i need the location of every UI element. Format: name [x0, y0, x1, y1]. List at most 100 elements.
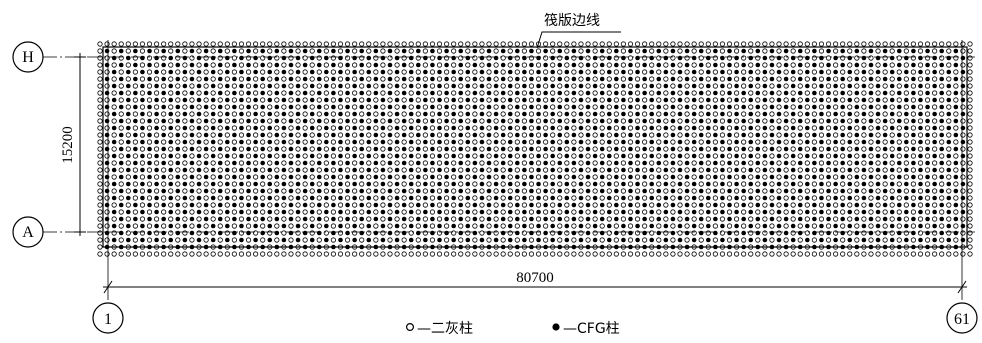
cfg-pile: [705, 223, 711, 229]
lime-pile: [139, 188, 146, 194]
lime-pile: [825, 69, 832, 75]
cfg-pile: [408, 69, 414, 75]
cfg-pile: [925, 48, 930, 54]
lime-pile: [210, 118, 216, 124]
lime-pile: [748, 90, 754, 96]
lime-pile: [344, 69, 351, 75]
lime-pile: [436, 118, 443, 124]
cfg-pile: [430, 160, 435, 166]
lime-pile: [783, 55, 789, 61]
lime-pile: [564, 146, 570, 152]
lime-pile: [458, 55, 464, 61]
cfg-pile: [182, 111, 188, 117]
lime-pile: [352, 188, 358, 194]
lime-pile: [578, 118, 584, 124]
cfg-pile: [437, 97, 442, 103]
lime-pile: [486, 195, 492, 201]
cfg-pile: [578, 209, 584, 215]
cfg-pile: [670, 90, 676, 96]
lime-pile: [684, 55, 690, 61]
cfg-pile: [458, 146, 464, 152]
lime-pile: [712, 139, 718, 145]
lime-pile: [677, 251, 683, 257]
cfg-pile: [281, 195, 287, 201]
lime-pile: [168, 160, 174, 166]
cfg-pile: [536, 153, 541, 159]
lime-pile: [267, 188, 273, 194]
lime-pile: [373, 83, 379, 89]
lime-pile: [769, 139, 775, 145]
lime-pile: [769, 111, 775, 117]
lime-pile: [882, 111, 888, 117]
cfg-pile: [295, 195, 301, 201]
lime-pile: [366, 146, 372, 152]
cfg-pile: [585, 62, 591, 68]
lime-pile: [472, 125, 478, 131]
lime-pile: [451, 202, 457, 208]
cfg-pile: [578, 181, 584, 187]
lime-pile: [684, 111, 690, 117]
lime-pile: [543, 97, 549, 103]
lime-pile: [967, 237, 973, 243]
lime-pile: [281, 132, 287, 138]
lime-pile: [366, 188, 372, 194]
cfg-pile: [705, 69, 711, 75]
lime-pile: [309, 188, 315, 194]
cfg-pile: [882, 202, 888, 208]
lime-pile: [840, 97, 846, 103]
lime-pile: [486, 41, 492, 47]
lime-pile: [458, 111, 464, 117]
lime-pile: [790, 188, 796, 194]
lime-pile: [146, 125, 153, 131]
cfg-pile: [621, 181, 626, 187]
lime-pile: [960, 76, 966, 82]
lime-pile: [203, 111, 209, 117]
cfg-pile: [493, 223, 499, 229]
lime-pile: [620, 251, 627, 257]
lime-pile: [274, 237, 280, 243]
lime-pile: [733, 174, 740, 180]
lime-pile: [606, 188, 612, 194]
cfg-pile: [232, 118, 237, 124]
cfg-pile: [840, 76, 845, 82]
lime-pile: [465, 132, 471, 138]
cfg-pile: [946, 181, 952, 187]
lime-pile: [825, 139, 832, 145]
lime-pile: [776, 48, 782, 54]
cfg-pile: [960, 111, 966, 117]
cfg-pile: [628, 216, 633, 222]
lime-pile: [472, 83, 478, 89]
lime-pile: [465, 160, 471, 166]
cfg-pile: [345, 202, 350, 208]
lime-pile: [168, 132, 174, 138]
cfg-pile: [373, 160, 379, 166]
cfg-pile: [599, 132, 605, 138]
lime-pile: [769, 83, 775, 89]
cfg-pile: [515, 202, 520, 208]
lime-pile: [175, 83, 181, 89]
lime-pile: [260, 167, 266, 173]
cfg-pile: [755, 146, 761, 152]
lime-pile: [776, 160, 782, 166]
lime-pile: [302, 125, 308, 131]
lime-pile: [818, 174, 825, 180]
lime-pile: [380, 230, 386, 236]
lime-pile: [189, 223, 195, 229]
lime-pile: [189, 181, 195, 187]
lime-pile: [543, 195, 549, 201]
cfg-pile: [260, 202, 265, 208]
cfg-pile: [642, 160, 647, 166]
cfg-pile: [599, 146, 605, 152]
lime-pile: [953, 237, 959, 243]
lime-pile: [932, 216, 938, 222]
lime-pile: [387, 237, 393, 243]
cfg-pile: [118, 188, 124, 194]
cfg-pile: [649, 69, 655, 75]
lime-pile: [585, 237, 591, 243]
cfg-pile: [246, 146, 251, 152]
cfg-pile: [437, 111, 442, 117]
lime-pile: [649, 132, 655, 138]
cfg-pile: [253, 195, 258, 201]
cfg-pile: [253, 181, 258, 187]
cfg-pile: [925, 174, 930, 180]
